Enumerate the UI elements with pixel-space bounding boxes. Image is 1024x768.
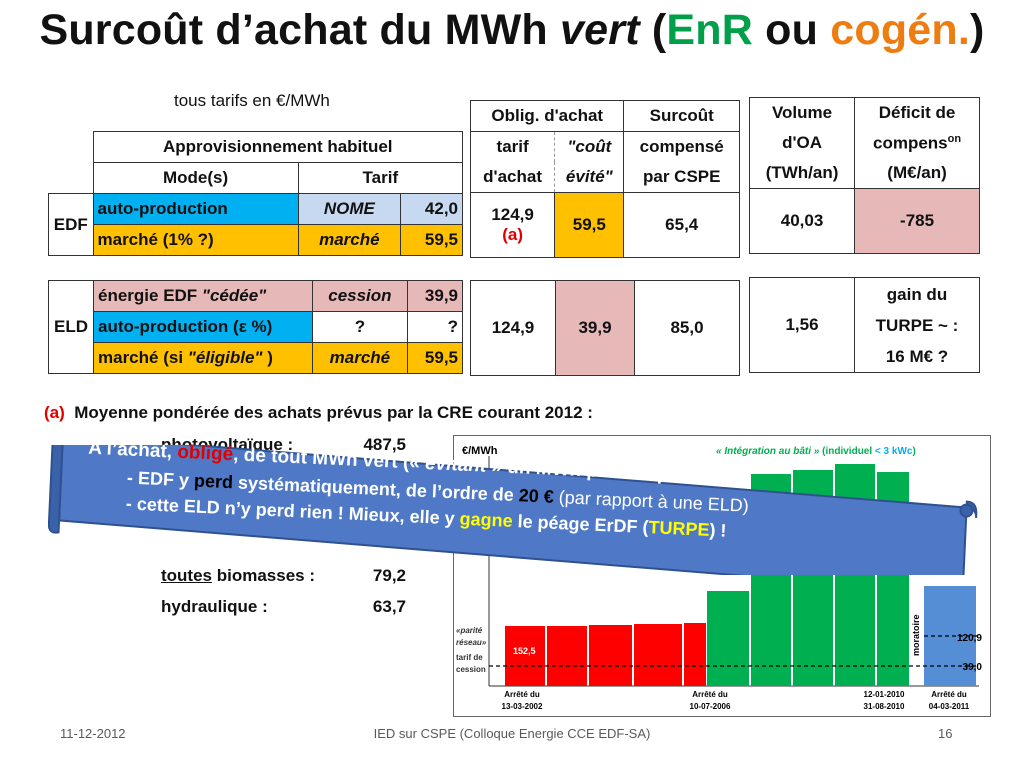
mode-cell: marché (1% ?) [92,224,299,256]
oa-edf-cout: 59,5 [554,192,625,258]
oa-edf-tarif-cell: 124,9 (a) [469,192,556,258]
label-eld: ELD [48,280,94,374]
line-39-label: 39,0 [963,662,983,673]
mode-cell: auto-production (ε %) [93,311,313,343]
type-cell: marché [312,342,408,374]
left-note-2: réseau» [456,638,487,647]
units-subtitle: tous tarifs en €/MWh [174,91,330,110]
slide-title: Surcoût d’achat du MWh vert (EnR ou cogé… [39,6,985,54]
left-note-4: cession [456,665,486,674]
bar-red-5 [684,623,706,686]
value-cell: 39,9 [406,280,464,312]
y-axis-label: €/MWh [462,445,498,457]
vol-eld-volume: 1,56 [749,277,855,373]
value-cell: 59,5 [400,224,463,256]
vol-eld-gain: gain du TURPE ~ : 16 M€ ? [854,277,980,373]
vol-edf-deficit: -785 [854,188,980,254]
type-cell: marché [297,224,402,256]
footnote-a: (a) Moyenne pondérée des achats prévus p… [44,403,593,422]
date-label: 04-03-2011 [929,702,970,711]
header-evite: évité" [554,162,625,193]
bar-red-3 [589,625,632,686]
date-label: Arrêté du [504,690,540,699]
oa-table-edf: Oblig. d'achat Surcoût tarif "coût compe… [469,100,740,258]
supply-table-eld: ELD énergie EDF "cédée" cession 39,9 aut… [48,280,464,374]
mode-cell: marché (si "éligible" ) [93,342,313,374]
mode-cell: auto-production [92,193,299,225]
value-cell: ? [406,311,464,343]
bar-red-2 [547,626,587,686]
date-label: 10-07-2006 [690,702,731,711]
left-note-1: «parité [456,626,483,635]
header-doa: d'OA [748,128,856,158]
header-cout: "coût [554,131,625,162]
header-approvisionnement: Approvisionnement habituel [92,131,463,163]
oa-eld-surcout: 85,0 [634,280,740,376]
header-mode: Mode(s) [92,162,299,194]
mode-cell: énergie EDF "cédée" [93,280,313,312]
bar-red-1 [505,626,545,686]
header-oblig: Oblig. d'achat [469,100,625,132]
callout-banner: A l’achat, obligé, de tout MWh vert (« é… [48,438,978,575]
date-label: Arrêté du [692,690,728,699]
oa-table-eld: 124,9 39,9 85,0 [470,280,740,376]
vol-edf-volume: 40,03 [748,188,856,254]
bar-value-label: 152,5 [513,646,536,656]
date-label: 12-01-2010 [864,690,905,699]
footer-date: 11-12-2012 [60,726,126,741]
footer-center: IED sur CSPE (Colloque Energie CCE EDF-S… [373,726,651,741]
header-tarif: Tarif [297,162,464,194]
header-volume: Volume [748,97,856,128]
vol-table-eld: 1,56 gain du TURPE ~ : 16 M€ ? [749,277,980,373]
avg-biomasses: toutes biomasses :79,2 [161,566,406,585]
supply-table-edf: Approvisionnement habituel Mode(s) Tarif… [48,131,464,256]
avg-hydraulique: hydraulique :63,7 [161,597,406,616]
value-cell: 42,0 [400,193,463,225]
header-meur: (M€/an) [854,158,980,189]
oa-edf-surcout: 65,4 [623,192,740,258]
value-cell: 59,5 [406,342,464,374]
type-cell: cession [312,280,408,312]
date-label: 13-03-2002 [502,702,543,711]
header-tarif: tarif [469,131,556,162]
vol-table-edf: Volume Déficit de d'OA compenson (TWh/an… [748,97,980,254]
header-dachat: d'achat [469,162,556,193]
banner-shape [48,445,978,575]
line-120-label: 120,9 [957,633,982,644]
type-cell: NOME [297,193,402,225]
label-edf: EDF [48,193,94,256]
bar-red-4 [634,624,682,686]
date-label: Arrêté du [931,690,967,699]
footer-page-number: 16 [938,726,953,741]
moratoire-label: moratoire [911,614,921,656]
bar-green-1 [707,591,749,686]
header-par-cspe: par CSPE [623,162,740,193]
header-twh: (TWh/an) [748,158,856,189]
type-cell: ? [312,311,408,343]
header-compens: compenson [854,128,980,158]
header-surcout: Surcoût [623,100,740,132]
header-deficit: Déficit de [854,97,980,128]
oa-eld-cout: 39,9 [555,280,635,376]
oa-eld-tarif: 124,9 [470,280,556,376]
left-note-3: tarif de [456,653,483,662]
header-compense: compensé [623,131,740,162]
date-label: 31-08-2010 [864,702,905,711]
chart-legend: « Intégration au bâti » (individuel < 3 … [716,446,916,457]
